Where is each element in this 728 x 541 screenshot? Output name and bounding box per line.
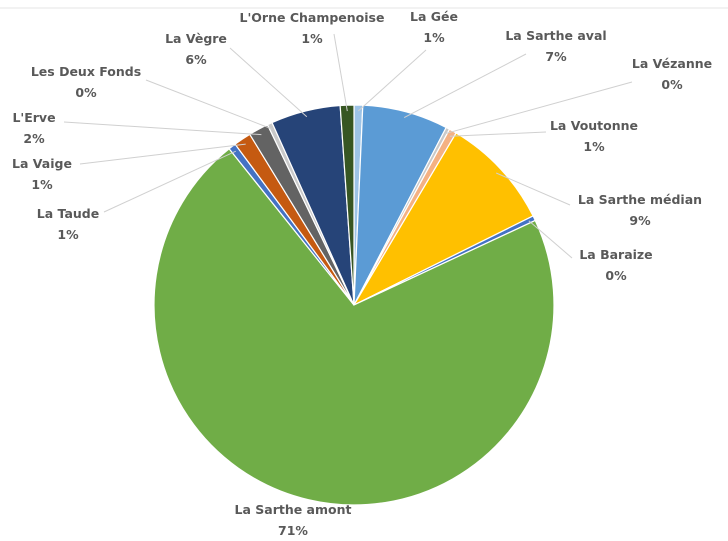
- leader-line-la-gee: [357, 49, 427, 112]
- slice-labels: La Gée 1% La Sarthe aval 7% La Vézanne 0%La V…: [12, 9, 712, 538]
- slice-label-l-orne-champenoise: L'Orne Champenoise 1%: [240, 10, 385, 46]
- slice-name: La Baraize: [579, 247, 652, 262]
- slice-name: La Gée: [410, 9, 458, 24]
- slice-percent: 7%: [545, 49, 567, 64]
- leader-line-l-orne-champenoise: [333, 33, 348, 112]
- slice-label-l-erve: L'Erve 2%: [12, 110, 55, 146]
- pie-slices: [153, 104, 555, 506]
- leader-lines: [63, 33, 633, 259]
- leader-line-l-erve: [63, 121, 262, 136]
- slice-percent: 0%: [661, 77, 683, 92]
- leader-line-la-voutonne: [449, 131, 547, 137]
- slice-percent: 1%: [583, 139, 605, 154]
- slice-percent: 1%: [423, 30, 445, 45]
- leader-line-la-vaige: [79, 143, 246, 165]
- slice-label-la-sarthe-median: La Sarthe médian 9%: [578, 192, 702, 228]
- slice-percent: 1%: [301, 31, 323, 46]
- leader-line-la-vezanne: [444, 81, 633, 135]
- leader-line-la-sarthe-median: [496, 172, 571, 206]
- slice-label-la-vegre: La Vègre 6%: [165, 31, 227, 67]
- slice-label-les-deux-fonds: Les Deux Fonds 0%: [31, 64, 141, 100]
- slice-name: L'Orne Champenoise: [240, 10, 385, 25]
- slice-label-la-gee: La Gée 1%: [410, 9, 458, 45]
- slice-name: L'Erve: [12, 110, 55, 125]
- slice-name: Les Deux Fonds: [31, 64, 141, 79]
- pie-slice-la-sarthe-amont: [153, 147, 555, 506]
- slice-name: La Sarthe aval: [505, 28, 606, 43]
- slice-name: La Taude: [37, 206, 99, 221]
- slice-name: La Vézanne: [632, 56, 712, 71]
- slice-name: La Vaige: [12, 156, 72, 171]
- slice-name: La Sarthe médian: [578, 192, 702, 207]
- leader-line-la-sarthe-aval: [403, 53, 527, 119]
- leader-line-la-vegre: [229, 47, 308, 118]
- slice-label-la-voutonne: La Voutonne 1%: [550, 118, 638, 154]
- slice-name: La Sarthe amont: [235, 502, 352, 517]
- slice-label-la-vaige: La Vaige 1%: [12, 156, 72, 192]
- slice-percent: 71%: [278, 523, 308, 538]
- slice-name: La Vègre: [165, 31, 227, 46]
- slice-name: La Voutonne: [550, 118, 638, 133]
- slice-percent: 9%: [629, 213, 651, 228]
- slice-percent: 0%: [605, 268, 627, 283]
- slice-label-la-sarthe-amont: La Sarthe amont 71%: [235, 502, 352, 538]
- slice-percent: 2%: [23, 131, 45, 146]
- pie-slice-la-sarthe-median: [352, 132, 534, 307]
- leader-line-la-baraize: [528, 220, 573, 259]
- leader-line-les-deux-fonds: [145, 79, 273, 130]
- slice-label-la-baraize: La Baraize 0%: [579, 247, 652, 283]
- slice-percent: 1%: [57, 227, 79, 242]
- slice-label-la-vezanne: La Vézanne 0%: [632, 56, 712, 92]
- slice-percent: 1%: [31, 177, 53, 192]
- slice-label-la-sarthe-aval: La Sarthe aval 7%: [505, 28, 606, 64]
- slice-percent: 0%: [75, 85, 97, 100]
- leader-line-la-taude: [103, 150, 237, 213]
- slice-percent: 6%: [185, 52, 207, 67]
- slice-label-la-taude: La Taude 1%: [37, 206, 99, 242]
- pie-slice-l-orne-champenoise: [339, 104, 355, 306]
